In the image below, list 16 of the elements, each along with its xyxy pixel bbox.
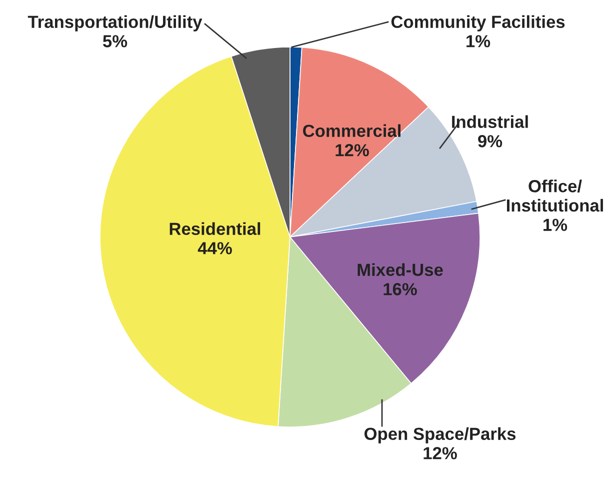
data-label: 1% xyxy=(466,35,490,48)
slice-label: Residential xyxy=(170,222,260,235)
slice-label: Transportation/Utility xyxy=(28,15,202,32)
slice-label: Mixed-Use xyxy=(358,263,443,276)
data-label: 9% xyxy=(478,135,502,148)
data-label: 16% xyxy=(384,283,417,296)
slice-label: Open Space/Parks xyxy=(364,427,516,444)
data-label: 5% xyxy=(102,35,128,48)
data-label: 1% xyxy=(544,218,568,231)
data-label: 44% xyxy=(198,242,232,254)
slice-label: Industrial xyxy=(452,115,528,128)
data-label: 12% xyxy=(336,144,369,156)
slice-label: Community Facilities xyxy=(391,15,565,32)
slice-label: Office/ Institutional xyxy=(506,180,603,212)
data-label: 12% xyxy=(424,447,457,460)
slice-label: Commercial xyxy=(303,124,400,137)
